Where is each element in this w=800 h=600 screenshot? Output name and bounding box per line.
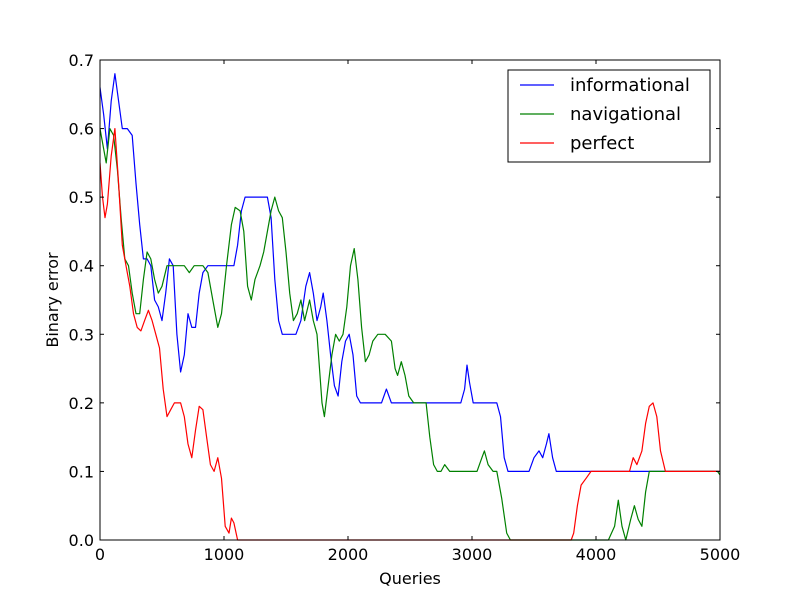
x-tick-label: 4000 bbox=[576, 545, 617, 564]
series-line-perfect bbox=[100, 128, 720, 541]
x-tick-label: 0 bbox=[95, 545, 105, 564]
plot-area bbox=[100, 73, 720, 541]
series-line-navigational bbox=[100, 128, 720, 541]
x-tick-label: 1000 bbox=[204, 545, 245, 564]
x-tick-label: 5000 bbox=[700, 545, 741, 564]
y-tick-label: 0.2 bbox=[69, 394, 94, 413]
series-line-informational bbox=[100, 73, 720, 472]
x-axis-label: Queries bbox=[379, 569, 441, 588]
y-tick-label: 0.3 bbox=[69, 325, 94, 344]
y-tick-label: 0.7 bbox=[69, 51, 94, 70]
axes-frame bbox=[99, 59, 721, 541]
y-tick-label: 0.6 bbox=[69, 120, 94, 139]
x-tick-label: 2000 bbox=[328, 545, 369, 564]
legend-label-perfect: perfect bbox=[570, 133, 634, 154]
legend-label-navigational: navigational bbox=[570, 104, 681, 125]
axis-ticks: 0 1000 2000 3000 4000 5000 0.0 0.1 0.2 0.3 0.4 0.5 0… bbox=[69, 51, 741, 564]
y-tick-label: 0.5 bbox=[69, 188, 94, 207]
y-tick-label: 0.0 bbox=[69, 531, 94, 550]
legend-label-informational: informational bbox=[570, 75, 690, 96]
x-tick-label: 3000 bbox=[452, 545, 493, 564]
y-tick-label: 0.1 bbox=[69, 462, 94, 481]
y-axis-label: Binary error bbox=[43, 252, 62, 348]
legend: informational navigational perfect bbox=[507, 69, 711, 163]
y-tick-label: 0.4 bbox=[69, 257, 94, 276]
